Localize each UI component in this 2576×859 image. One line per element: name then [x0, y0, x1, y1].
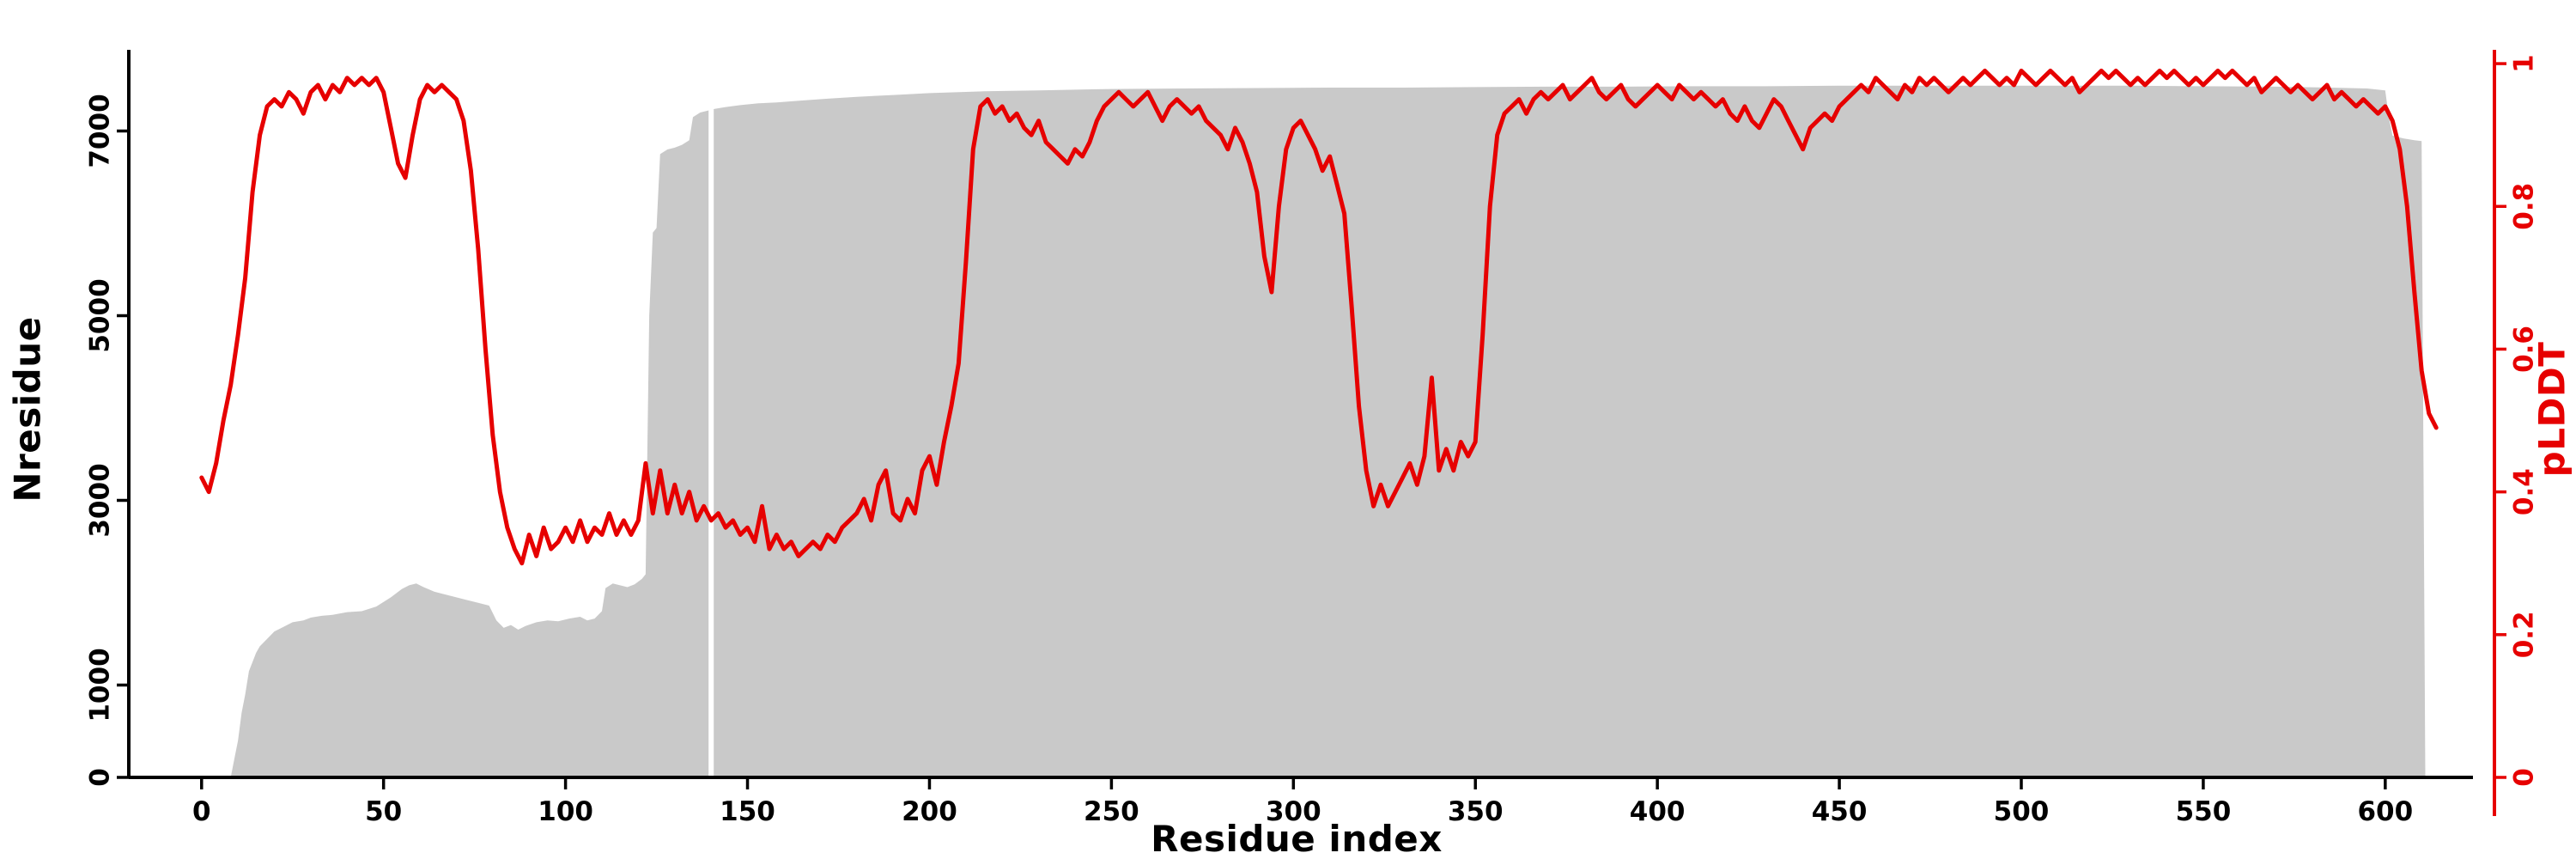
right-y-tick-label: 0.6 [2509, 326, 2540, 373]
left-y-tick-label: 1000 [85, 648, 116, 722]
plddt-line [199, 68, 2439, 566]
msa-depth-area [230, 85, 2426, 778]
x-tick-label: 350 [1448, 796, 1504, 827]
left-y-tick-label: 3000 [85, 463, 116, 537]
right-y-tick-label: 1 [2509, 54, 2540, 73]
axes [117, 50, 2506, 816]
right-y-axis-label: pLDDT [2530, 341, 2573, 478]
right-y-tick-label: 0.4 [2509, 468, 2540, 515]
x-axis-label: Residue index [1151, 818, 1443, 859]
x-tick-label: 0 [192, 796, 211, 827]
x-tick-label: 600 [2357, 796, 2413, 827]
x-tick-label: 500 [1994, 796, 2050, 827]
x-tick-label: 300 [1266, 796, 1321, 827]
x-tick-label: 50 [365, 796, 402, 827]
left-y-axis-label: Nresidue [6, 316, 49, 503]
right-y-tick-label: 0.2 [2509, 611, 2540, 658]
x-tick-label: 400 [1630, 796, 1686, 827]
left-y-tick-label: 0 [85, 768, 116, 787]
right-y-tick-label: 0 [2509, 768, 2540, 787]
left-y-tick-label: 5000 [85, 278, 116, 352]
x-tick-label: 550 [2176, 796, 2232, 827]
x-tick-label: 450 [1812, 796, 1868, 827]
left-y-tick-label: 7000 [85, 94, 116, 168]
x-tick-label: 200 [902, 796, 957, 827]
right-y-tick-label: 0.8 [2509, 183, 2540, 230]
x-tick-label: 250 [1084, 796, 1139, 827]
coverage-gap-marker [708, 101, 714, 777]
x-tick-label: 100 [538, 796, 593, 827]
x-tick-label: 150 [720, 796, 775, 827]
